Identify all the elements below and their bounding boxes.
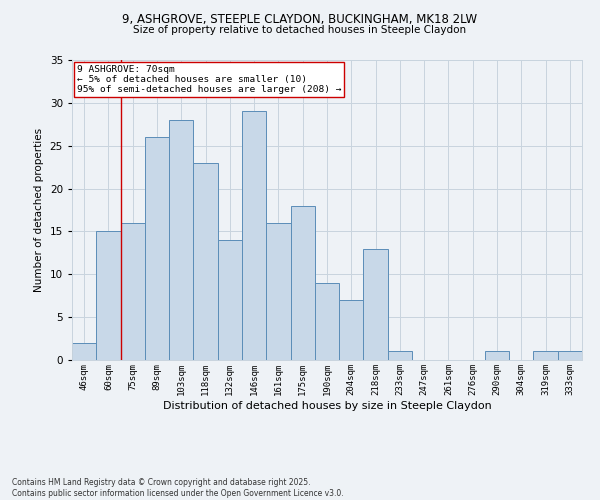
- Bar: [315, 283, 339, 360]
- Bar: [290, 206, 315, 360]
- Bar: [169, 120, 193, 360]
- Bar: [364, 248, 388, 360]
- X-axis label: Distribution of detached houses by size in Steeple Claydon: Distribution of detached houses by size …: [163, 400, 491, 410]
- Bar: [533, 352, 558, 360]
- Bar: [96, 232, 121, 360]
- Text: 9 ASHGROVE: 70sqm
← 5% of detached houses are smaller (10)
95% of semi-detached : 9 ASHGROVE: 70sqm ← 5% of detached house…: [77, 64, 341, 94]
- Bar: [72, 343, 96, 360]
- Bar: [558, 352, 582, 360]
- Bar: [193, 163, 218, 360]
- Text: Size of property relative to detached houses in Steeple Claydon: Size of property relative to detached ho…: [133, 25, 467, 35]
- Text: Contains HM Land Registry data © Crown copyright and database right 2025.
Contai: Contains HM Land Registry data © Crown c…: [12, 478, 344, 498]
- Bar: [242, 112, 266, 360]
- Bar: [339, 300, 364, 360]
- Text: 9, ASHGROVE, STEEPLE CLAYDON, BUCKINGHAM, MK18 2LW: 9, ASHGROVE, STEEPLE CLAYDON, BUCKINGHAM…: [122, 12, 478, 26]
- Bar: [145, 137, 169, 360]
- Bar: [121, 223, 145, 360]
- Bar: [388, 352, 412, 360]
- Bar: [218, 240, 242, 360]
- Bar: [485, 352, 509, 360]
- Bar: [266, 223, 290, 360]
- Y-axis label: Number of detached properties: Number of detached properties: [34, 128, 44, 292]
